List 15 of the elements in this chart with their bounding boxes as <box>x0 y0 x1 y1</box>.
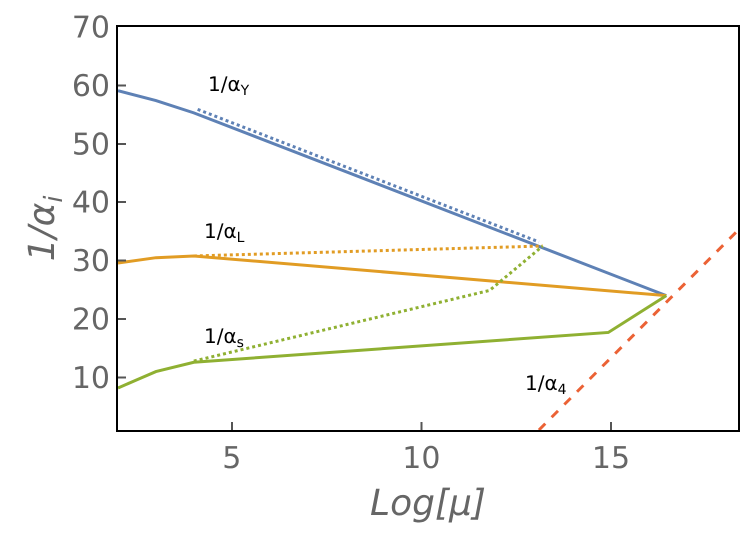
series-label: 1/α$_{s}$ <box>204 324 244 352</box>
x-tick-label: 15 <box>592 441 630 476</box>
series-label: 1/α$_{4}$ <box>525 371 567 398</box>
y-tick-label: 20 <box>72 302 110 338</box>
y-tick-label: 30 <box>72 244 110 280</box>
y-tick-label: 70 <box>72 10 110 46</box>
y-tick-label: 10 <box>72 360 110 396</box>
y-tick-label: 50 <box>72 127 110 162</box>
x-tick-label: 5 <box>222 441 242 476</box>
series-label: 1/α$_{Y}$ <box>208 72 250 100</box>
series-label: 1/α$_{L}$ <box>204 219 245 246</box>
y-tick-label: 60 <box>72 68 110 104</box>
x-axis-title: Log[μ] <box>370 483 486 524</box>
x-tick-label: 10 <box>402 441 440 476</box>
y-tick-label: 40 <box>72 186 110 221</box>
